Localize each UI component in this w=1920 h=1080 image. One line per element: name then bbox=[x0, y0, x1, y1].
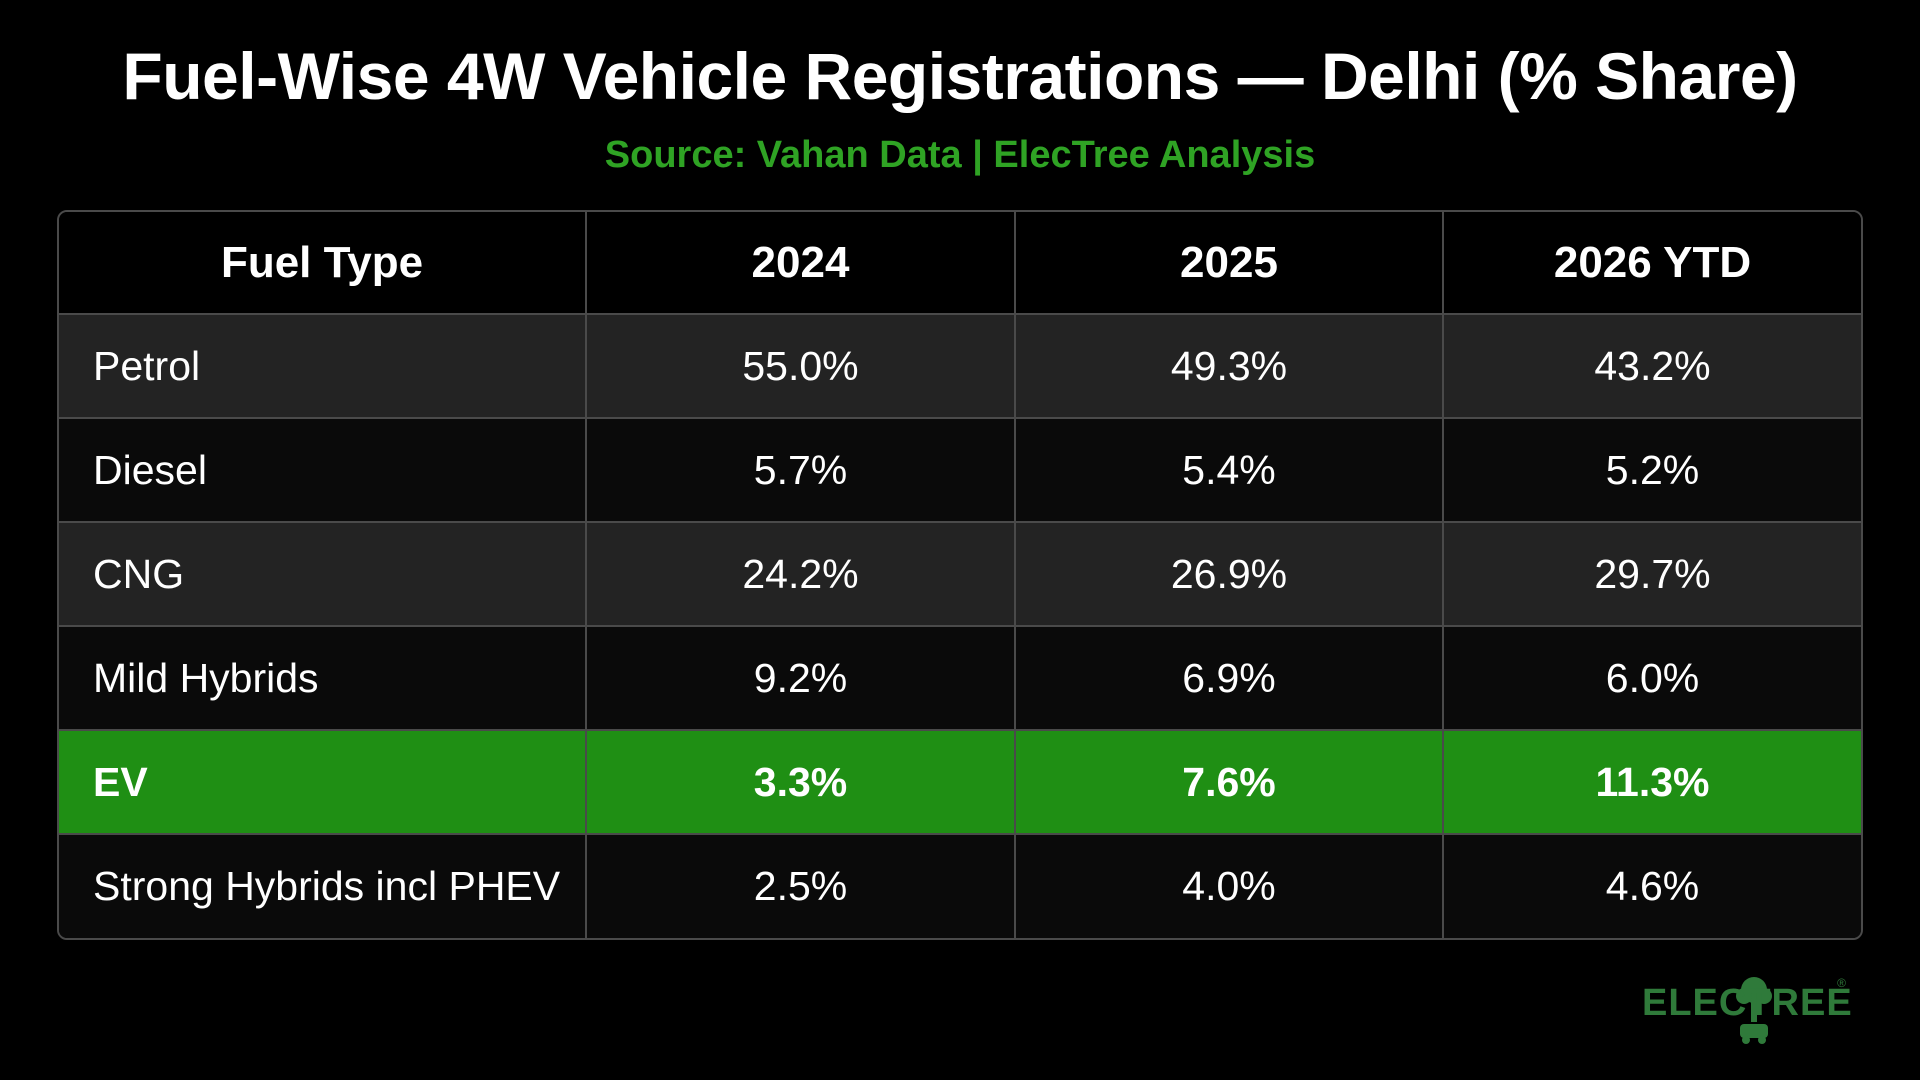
share-value-cell: 5.4% bbox=[1015, 418, 1444, 523]
share-value-cell: 43.2% bbox=[1443, 314, 1861, 419]
chart-title: Fuel-Wise 4W Vehicle Registrations — Del… bbox=[122, 39, 1798, 113]
share-value-cell: 5.2% bbox=[1443, 418, 1861, 523]
share-value-cell: 6.0% bbox=[1443, 626, 1861, 731]
table-row: Diesel 5.7% 5.4% 5.2% bbox=[59, 418, 1861, 523]
share-value-cell: 29.7% bbox=[1443, 522, 1861, 627]
fuel-type-cell: Diesel bbox=[59, 418, 587, 523]
share-value-cell: 3.3% bbox=[586, 730, 1016, 835]
table-row: Strong Hybrids incl PHEV 2.5% 4.0% 4.6% bbox=[59, 834, 1861, 938]
electree-logo: ELECTREE ® bbox=[1640, 976, 1853, 1060]
share-value-cell: 6.9% bbox=[1015, 626, 1444, 731]
fuel-share-table: Fuel Type 2024 2025 2026 YTD Petrol 55.0%… bbox=[59, 212, 1861, 938]
table-row: CNG 24.2% 26.9% 29.7% bbox=[59, 522, 1861, 627]
fuel-type-cell: Mild Hybrids bbox=[59, 626, 587, 731]
column-header: 2026 YTD bbox=[1443, 212, 1861, 315]
share-value-cell: 4.6% bbox=[1605, 863, 1700, 909]
column-header: Fuel Type bbox=[59, 212, 587, 315]
share-value-cell: 7.6% bbox=[1015, 730, 1444, 835]
data-table-container: Fuel Type 2024 2025 2026 YTD Petrol 55.0%… bbox=[57, 210, 1863, 940]
table-row: Petrol 55.0% 49.3% 43.2% bbox=[59, 314, 1861, 419]
registered-mark: ® bbox=[1837, 976, 1846, 990]
fuel-type-cell: CNG bbox=[59, 522, 587, 627]
logo-wordmark: ELECTREE bbox=[1642, 982, 1853, 1024]
share-value-cell: 11.3% bbox=[1443, 730, 1861, 835]
tree-car-icon bbox=[1736, 977, 1772, 1044]
table-row-highlight: EV 3.3% 7.6% 11.3% bbox=[59, 730, 1861, 835]
share-value-cell: 26.9% bbox=[1015, 522, 1444, 627]
fuel-type-cell: EV bbox=[59, 730, 587, 835]
share-value-cell: 4.0% bbox=[1015, 834, 1444, 938]
share-value-cell: 5.7% bbox=[586, 418, 1016, 523]
column-header: 2024 bbox=[586, 212, 1016, 315]
fuel-type-cell: Petrol bbox=[59, 314, 587, 419]
share-value-cell: 2.5% bbox=[586, 834, 1016, 938]
table-header-row: Fuel Type 2024 2025 2026 YTD bbox=[59, 212, 1861, 315]
share-value-cell: 24.2% bbox=[586, 522, 1016, 627]
share-value-cell: 49.3% bbox=[1015, 314, 1444, 419]
share-value-cell: 55.0% bbox=[586, 314, 1016, 419]
chart-subtitle: Source: Vahan Data | ElecTree Analysis bbox=[604, 134, 1316, 176]
fuel-type-cell: Strong Hybrids incl PHEV bbox=[59, 834, 587, 938]
column-header: 2025 bbox=[1015, 212, 1444, 315]
table-row: Mild Hybrids 9.2% 6.9% 6.0% bbox=[59, 626, 1861, 731]
share-value-cell: 9.2% bbox=[586, 626, 1016, 731]
